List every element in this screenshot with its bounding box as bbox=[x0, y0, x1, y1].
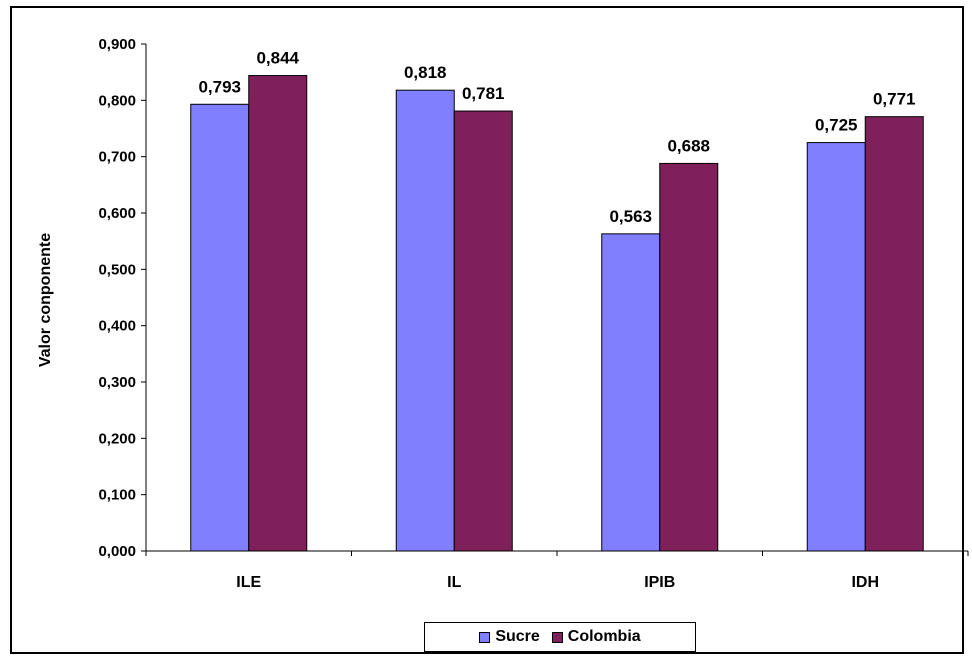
bar-sucre-ile bbox=[190, 103, 250, 552]
y-tick-label: 0,600 bbox=[98, 205, 136, 222]
x-tick-label: ILE bbox=[236, 574, 261, 591]
bar-colombia-il bbox=[453, 110, 513, 552]
legend-swatch-sucre bbox=[479, 631, 491, 643]
data-label-colombia-il: 0,781 bbox=[462, 84, 505, 103]
chart-data-labels: 0,793 0,844 0,818 0,781 0,563 0,688 0,725 0,771 bbox=[198, 49, 915, 226]
y-tick-label: 0,800 bbox=[98, 92, 136, 109]
bar-colombia-ile bbox=[248, 75, 308, 552]
data-label-colombia-idh: 0,771 bbox=[873, 90, 916, 109]
legend-item-sucre: Sucre bbox=[479, 628, 540, 646]
x-tick-label: IPIB bbox=[644, 574, 675, 591]
x-tick-label: IL bbox=[447, 574, 461, 591]
y-tick-label: 0,700 bbox=[98, 149, 136, 166]
x-tick-label: IDH bbox=[851, 574, 879, 591]
data-label-sucre-idh: 0,725 bbox=[815, 116, 858, 135]
y-tick-label: 0,500 bbox=[98, 261, 136, 278]
legend-item-colombia: Colombia bbox=[551, 628, 641, 646]
legend-label-colombia: Colombia bbox=[567, 628, 641, 645]
bar-colombia-idh bbox=[864, 116, 924, 552]
y-axis-label: Valor conponente bbox=[37, 233, 54, 367]
data-label-colombia-ipib: 0,688 bbox=[667, 136, 710, 155]
data-label-colombia-ile: 0,844 bbox=[256, 49, 299, 68]
chart-bars bbox=[190, 75, 924, 552]
bar-colombia-ipib bbox=[659, 162, 719, 552]
y-tick-label: 0,000 bbox=[98, 543, 136, 560]
bar-sucre-ipib bbox=[601, 233, 661, 552]
data-label-sucre-ile: 0,793 bbox=[198, 77, 241, 96]
y-tick-label: 0,900 bbox=[98, 36, 136, 53]
data-label-sucre-il: 0,818 bbox=[404, 63, 447, 82]
y-tick-label: 0,300 bbox=[98, 374, 136, 391]
bar-sucre-idh bbox=[806, 142, 866, 552]
data-label-sucre-ipib: 0,563 bbox=[609, 207, 652, 226]
y-tick-label: 0,100 bbox=[98, 487, 136, 504]
y-tick-label: 0,200 bbox=[98, 430, 136, 447]
bar-sucre-il bbox=[395, 89, 455, 552]
legend-swatch-colombia bbox=[551, 631, 563, 643]
legend-label-sucre: Sucre bbox=[495, 628, 540, 645]
y-tick-label: 0,400 bbox=[98, 318, 136, 335]
legend: Sucre Colombia bbox=[424, 622, 696, 652]
